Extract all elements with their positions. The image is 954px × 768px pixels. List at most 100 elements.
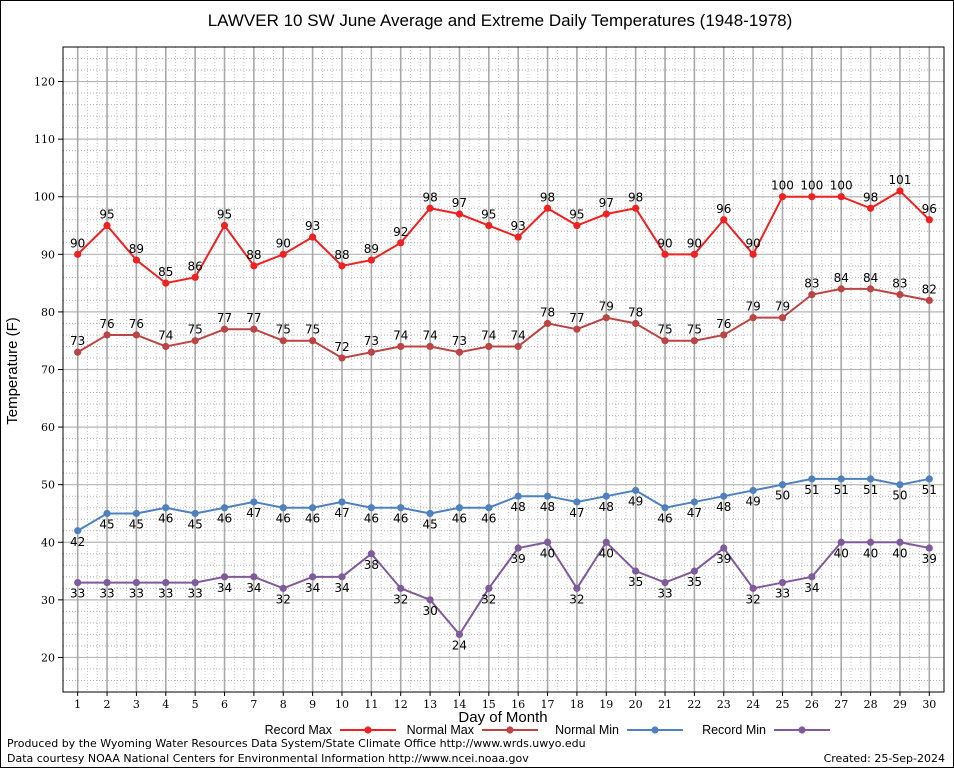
data-label-normal-min: 46 xyxy=(276,512,291,526)
data-label-normal-max: 75 xyxy=(305,323,320,337)
data-point-normal-min xyxy=(162,504,170,512)
data-label-normal-min: 47 xyxy=(246,506,261,520)
data-label-normal-max: 79 xyxy=(745,300,760,314)
data-label-normal-min: 46 xyxy=(393,512,408,526)
data-label-normal-min: 47 xyxy=(334,506,349,520)
data-label-normal-max: 83 xyxy=(892,277,907,291)
data-label-normal-max: 73 xyxy=(364,334,379,348)
data-label-record-min: 35 xyxy=(628,575,643,589)
x-tick-label: 19 xyxy=(599,698,613,711)
data-label-record-min: 40 xyxy=(834,546,849,560)
data-point-normal-max xyxy=(338,354,346,362)
data-point-normal-min xyxy=(690,498,698,506)
data-point-normal-max xyxy=(837,285,845,293)
data-label-record-max: 95 xyxy=(99,208,114,222)
x-tick-label: 20 xyxy=(629,698,643,711)
footer-created-date: Created: 25-Sep-2024 xyxy=(823,752,945,765)
data-label-record-max: 100 xyxy=(800,179,823,193)
data-point-normal-min xyxy=(602,492,610,500)
data-point-record-max xyxy=(103,221,111,230)
data-point-record-max xyxy=(837,193,845,201)
data-point-record-max xyxy=(367,256,375,264)
data-point-normal-max xyxy=(543,319,552,328)
data-point-record-max xyxy=(74,250,82,258)
data-point-normal-max xyxy=(74,348,82,356)
data-point-record-min xyxy=(279,584,287,592)
data-label-normal-min: 46 xyxy=(481,512,496,526)
x-tick-label: 1 xyxy=(74,698,81,711)
data-point-record-max xyxy=(778,193,787,201)
data-point-normal-min xyxy=(808,475,816,483)
data-point-record-max xyxy=(132,256,141,264)
data-point-record-min xyxy=(103,578,111,587)
data-point-record-max xyxy=(250,262,258,270)
y-tick-label: 100 xyxy=(34,191,55,204)
data-label-normal-max: 84 xyxy=(834,271,849,285)
data-point-record-min xyxy=(485,584,493,592)
data-label-record-min: 34 xyxy=(305,581,320,595)
data-point-normal-min xyxy=(309,504,317,512)
data-point-normal-max xyxy=(191,337,199,345)
data-point-normal-max xyxy=(103,331,111,339)
data-point-normal-max xyxy=(367,348,375,356)
data-point-normal-min xyxy=(426,509,434,518)
data-point-normal-min xyxy=(485,504,493,512)
data-point-record-max xyxy=(514,233,522,241)
series-line-normal-max xyxy=(77,287,930,360)
data-point-normal-max xyxy=(778,314,787,322)
data-label-normal-max: 84 xyxy=(863,271,878,285)
data-label-record-min: 40 xyxy=(863,546,878,560)
x-tick-label: 24 xyxy=(746,698,760,711)
x-tick-label: 10 xyxy=(335,698,349,711)
data-label-normal-min: 42 xyxy=(70,535,85,549)
data-point-record-min xyxy=(632,567,640,575)
data-label-record-max: 90 xyxy=(657,236,672,250)
data-point-record-max xyxy=(808,193,816,201)
x-tick-label: 15 xyxy=(482,698,496,711)
data-label-normal-max: 78 xyxy=(628,305,643,319)
data-point-record-min xyxy=(661,578,669,587)
data-point-normal-max xyxy=(485,342,493,351)
data-label-normal-min: 51 xyxy=(922,483,937,497)
y-tick-label: 60 xyxy=(41,421,55,434)
data-point-record-min xyxy=(74,578,82,587)
data-label-record-max: 92 xyxy=(393,225,408,239)
series-normal-max: 73 76 76 74 75 77 77 75 75 72 73 74 74 73 74 74 78 77 79 78… xyxy=(70,271,937,362)
data-label-record-max: 93 xyxy=(305,219,320,233)
data-point-normal-max xyxy=(866,285,875,293)
legend-item-record-min: Record Min xyxy=(702,723,830,737)
footer-data-courtesy: Data courtesy NOAA National Centers for … xyxy=(7,752,529,765)
data-point-normal-min xyxy=(455,504,464,512)
data-label-normal-max: 74 xyxy=(481,328,496,342)
data-label-normal-min: 45 xyxy=(99,517,114,531)
data-point-normal-min xyxy=(74,527,82,535)
data-label-record-min: 33 xyxy=(775,587,790,601)
data-label-record-max: 90 xyxy=(745,236,760,250)
data-label-record-min: 32 xyxy=(393,592,408,606)
data-point-normal-max xyxy=(309,337,317,345)
data-label-record-max: 89 xyxy=(364,242,379,256)
data-label-normal-min: 46 xyxy=(364,512,379,526)
data-point-normal-min xyxy=(279,504,287,512)
footer-produced-by: Produced by the Wyoming Water Resources … xyxy=(7,737,586,750)
data-label-record-max: 95 xyxy=(481,208,496,222)
data-point-record-max xyxy=(162,279,170,287)
data-label-record-min: 38 xyxy=(364,558,379,572)
data-label-normal-max: 76 xyxy=(716,317,731,331)
data-point-record-min xyxy=(808,573,816,581)
legend-label: Normal Min xyxy=(555,723,619,737)
data-label-normal-max: 75 xyxy=(657,323,672,337)
data-point-record-min xyxy=(426,596,434,604)
data-point-normal-min xyxy=(925,475,933,483)
data-point-normal-max xyxy=(808,291,816,299)
x-tick-label: 6 xyxy=(221,698,228,711)
data-point-normal-max xyxy=(720,331,728,339)
data-label-normal-min: 46 xyxy=(217,512,232,526)
chart-title: LAWVER 10 SW June Average and Extreme Da… xyxy=(208,11,793,30)
data-label-record-min: 40 xyxy=(540,546,555,560)
data-point-normal-min xyxy=(191,509,199,518)
legend-item-normal-min: Normal Min xyxy=(555,723,683,737)
data-point-record-min xyxy=(309,573,317,581)
data-point-record-min xyxy=(132,578,141,587)
legend: Record Max Normal Max Normal Min Record Min xyxy=(265,723,830,737)
